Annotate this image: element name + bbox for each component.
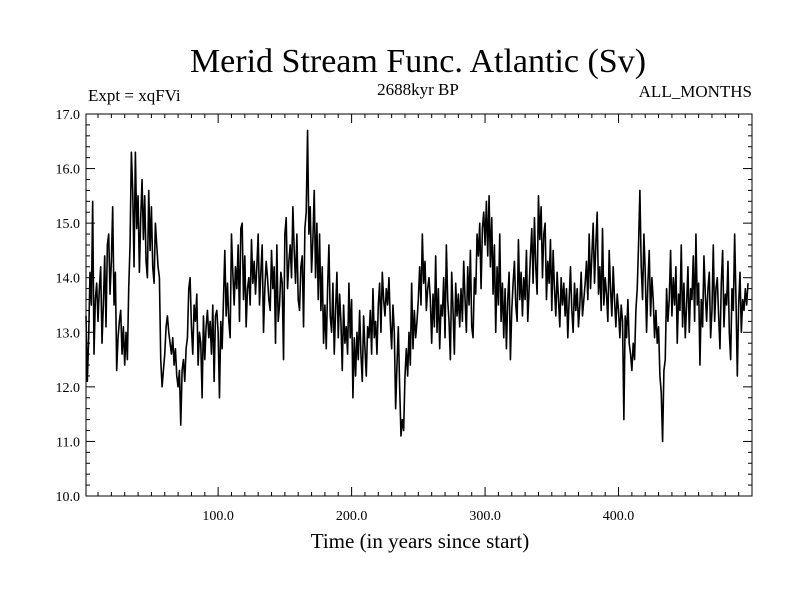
y-tick-label: 13.0 [56, 326, 81, 341]
x-tick-label: 100.0 [202, 509, 234, 524]
y-tick-label: 10.0 [56, 490, 81, 505]
y-tick-label: 15.0 [56, 217, 81, 232]
x-axis-label: Time (in years since start) [311, 529, 530, 553]
y-tick-label: 17.0 [56, 108, 81, 123]
x-tick-label: 400.0 [603, 509, 635, 524]
y-tick-label: 16.0 [56, 163, 81, 178]
x-tick-label: 200.0 [336, 509, 368, 524]
chart-title: Merid Stream Func. Atlantic (Sv) [190, 43, 646, 80]
y-tick-label: 14.0 [56, 272, 81, 287]
period-label: 2688kyr BP [377, 80, 459, 99]
months-label: ALL_MONTHS [639, 82, 752, 101]
y-axis: 10.0 11.0 12.0 13.0 14.0 15.0 16.0 17.0 [56, 108, 752, 505]
experiment-label: Expt = xqFVi [88, 86, 181, 105]
y-tick-label: 12.0 [56, 381, 81, 396]
series-line [85, 129, 749, 443]
series-layer [85, 129, 749, 443]
x-tick-label: 300.0 [469, 509, 501, 524]
x-axis: 100.0 200.0 300.0 400.0 [97, 114, 753, 524]
y-tick-label: 11.0 [56, 435, 80, 450]
plot-frame [85, 113, 753, 497]
